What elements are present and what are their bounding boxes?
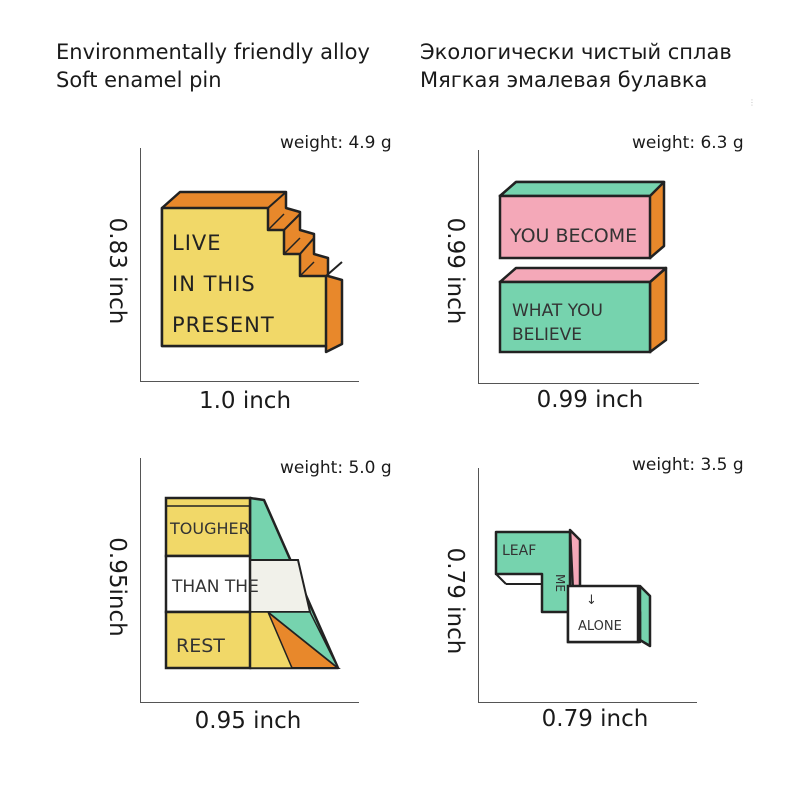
pin1-width: 1.0 inch xyxy=(198,388,292,414)
pin4-frame xyxy=(478,468,697,703)
header-en-line1: Environmentally friendly alloy xyxy=(56,40,370,64)
pin4-line2: ME xyxy=(553,574,567,592)
pin2-weight: weight: 6.3 g xyxy=(632,133,744,153)
header-en-line2: Soft enamel pin xyxy=(56,68,222,92)
pin4-width: 0.79 inch xyxy=(541,706,649,732)
pin3-width: 0.95 inch xyxy=(194,708,302,734)
pin3-frame xyxy=(140,458,359,703)
pin1-line2: IN THIS xyxy=(172,272,256,296)
pin4-line4: ALONE xyxy=(578,619,622,634)
pin4-arrow: ↓ xyxy=(586,593,597,608)
pin1-line1: LIVE xyxy=(172,231,222,255)
pin1-line3: PRESENT xyxy=(172,313,275,337)
pin2-bottom-line2: BELIEVE xyxy=(512,325,582,345)
corner-marker: ⋮ xyxy=(748,98,756,107)
pin3-line3: REST xyxy=(176,635,225,657)
pin2-top-line1: YOU BECOME xyxy=(509,225,637,247)
pin1-weight: weight: 4.9 g xyxy=(280,133,392,153)
pin2-bottom-line1: WHAT YOU xyxy=(512,301,603,321)
header-ru-line2: Мягкая эмалевая булавка xyxy=(420,68,708,92)
pin4-line1: LEAF xyxy=(502,543,536,559)
pin2-width: 0.99 inch xyxy=(536,387,644,413)
pin4-weight: weight: 3.5 g xyxy=(632,455,744,475)
pin2-frame xyxy=(478,150,699,384)
pin3-line1: TOUGHER xyxy=(169,519,250,538)
pin3-weight: weight: 5.0 g xyxy=(280,458,392,478)
pin3-line2: THAN THE xyxy=(171,577,259,597)
pin1-frame xyxy=(140,148,359,382)
header-ru-line1: Экологически чистый сплав xyxy=(420,40,732,64)
